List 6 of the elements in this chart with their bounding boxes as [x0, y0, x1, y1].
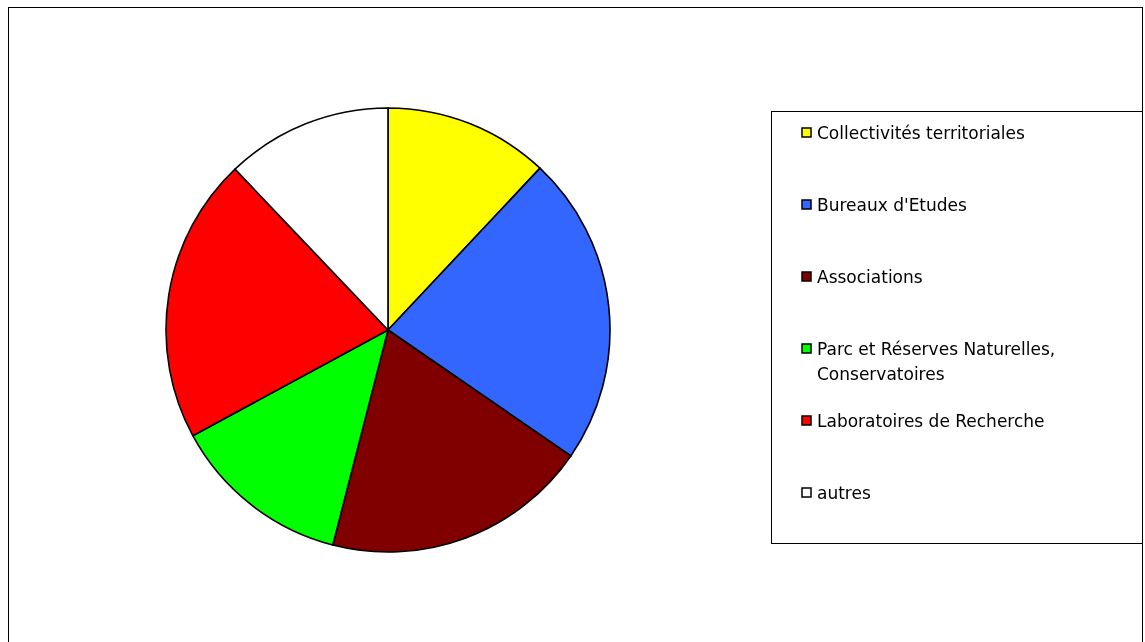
- legend-label: Laboratoires de Recherche: [817, 411, 1045, 431]
- legend-label: Parc et Réserves Naturelles, Conservatoires: [817, 339, 1056, 384]
- legend-label: Bureaux d'Etudes: [817, 195, 968, 215]
- legend-label: autres: [817, 483, 871, 503]
- legend-label: Collectivités territoriales: [817, 123, 1025, 143]
- legend-label: Associations: [817, 267, 923, 287]
